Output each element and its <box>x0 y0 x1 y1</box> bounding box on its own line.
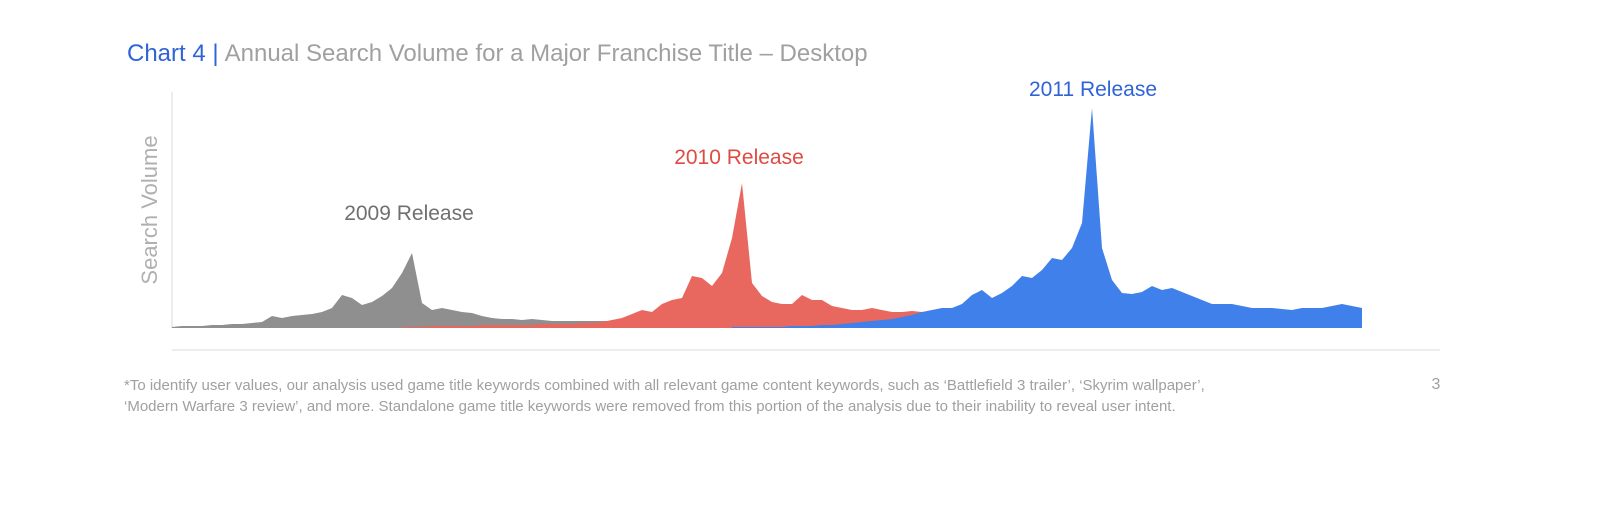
title-text: Annual Search Volume for a Major Franchi… <box>225 40 868 67</box>
plot <box>172 108 1362 328</box>
page-number: 3 <box>1432 376 1441 393</box>
area <box>402 183 952 328</box>
annotation: 2010 Release <box>674 146 804 169</box>
annotation: 2009 Release <box>344 202 474 225</box>
area <box>732 108 1362 328</box>
chart-title: Chart 4 | Annual Search Volume for a Majo… <box>127 40 868 67</box>
annotation: 2011 Release <box>1029 78 1157 101</box>
title-prefix: Chart 4 | <box>127 40 219 67</box>
footnote: ‘Modern Warfare 3 review’, and more. Sta… <box>124 398 1176 415</box>
y-axis-label: Search Volume <box>137 135 162 284</box>
footnote: *To identify user values, our analysis u… <box>124 377 1205 394</box>
area <box>172 253 632 328</box>
